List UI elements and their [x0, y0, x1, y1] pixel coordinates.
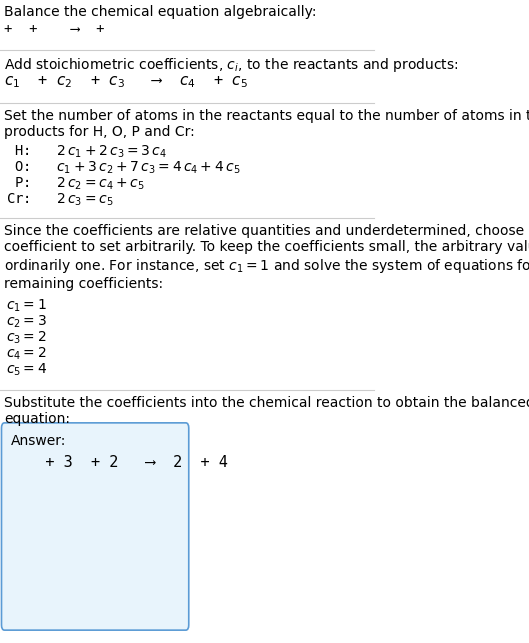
Text: $c_1$  + $c_2$  + $c_3$   ⟶  $c_4$  + $c_5$: $c_1$ + $c_2$ + $c_3$ ⟶ $c_4$ + $c_5$ [4, 74, 249, 90]
Text: $c_1 = 1$: $c_1 = 1$ [6, 298, 47, 314]
Text: H:   $2\,c_1 + 2\,c_3 = 3\,c_4$: H: $2\,c_1 + 2\,c_3 = 3\,c_4$ [6, 144, 167, 160]
Text: O:   $c_1 + 3\,c_2 + 7\,c_3 = 4\,c_4 + 4\,c_5$: O: $c_1 + 3\,c_2 + 7\,c_3 = 4\,c_4 + 4\,… [6, 160, 241, 176]
Text: Balance the chemical equation algebraically:: Balance the chemical equation algebraica… [4, 5, 317, 19]
Text: Since the coefficients are relative quantities and underdetermined, choose a
coe: Since the coefficients are relative quan… [4, 224, 529, 291]
Text: Add stoichiometric coefficients, $c_i$, to the reactants and products:: Add stoichiometric coefficients, $c_i$, … [4, 56, 459, 74]
Text: Set the number of atoms in the reactants equal to the number of atoms in the
pro: Set the number of atoms in the reactants… [4, 109, 529, 139]
Text: Answer:: Answer: [11, 434, 67, 448]
Text: $c_4 = 2$: $c_4 = 2$ [6, 346, 47, 363]
FancyBboxPatch shape [2, 423, 189, 630]
Text: $c_3 = 2$: $c_3 = 2$ [6, 330, 47, 347]
Text: P:   $2\,c_2 = c_4 + c_5$: P: $2\,c_2 = c_4 + c_5$ [6, 176, 145, 192]
Text: + 3  + 2   ⟶  2  + 4: + 3 + 2 ⟶ 2 + 4 [17, 455, 227, 470]
Text: Cr:   $2\,c_3 = c_5$: Cr: $2\,c_3 = c_5$ [6, 192, 114, 208]
Text: $c_5 = 4$: $c_5 = 4$ [6, 362, 48, 378]
Text: +  +    ⟶  +: + + ⟶ + [4, 22, 105, 36]
Text: Substitute the coefficients into the chemical reaction to obtain the balanced
eq: Substitute the coefficients into the che… [4, 396, 529, 426]
Text: $c_2 = 3$: $c_2 = 3$ [6, 314, 47, 331]
